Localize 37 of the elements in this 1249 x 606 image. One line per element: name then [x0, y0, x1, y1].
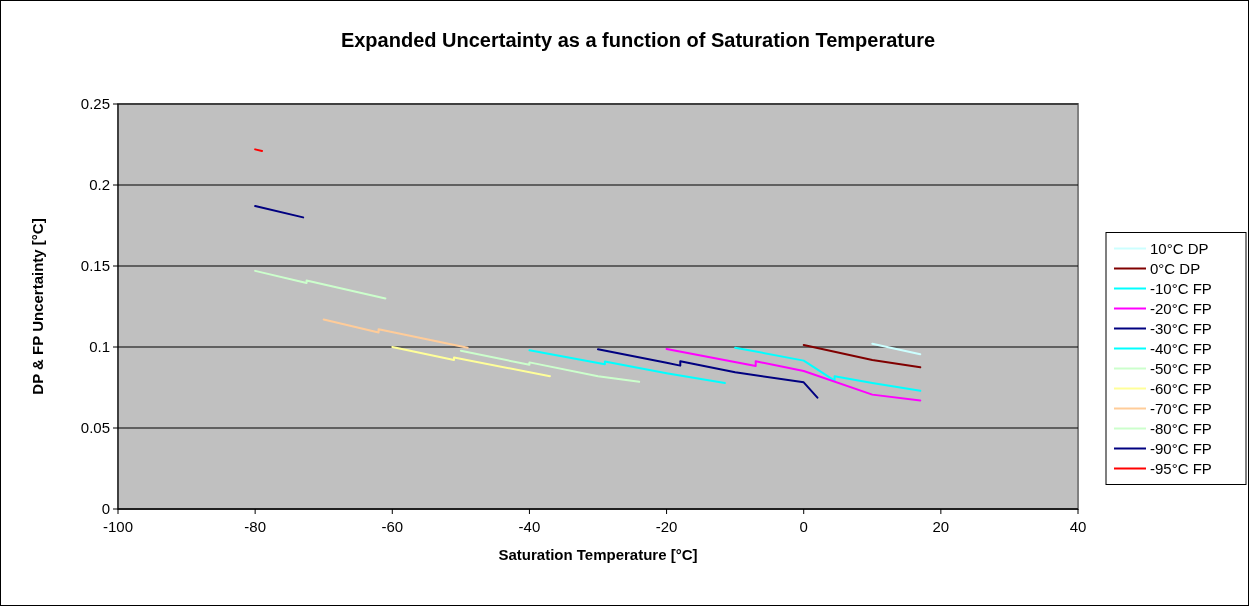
x-tick-label: -60: [381, 518, 404, 535]
x-tick-label: -20: [655, 518, 678, 535]
line-series: [322, 318, 469, 349]
y-tick-label: 0.15: [80, 257, 110, 274]
y-tick-label: 0.05: [80, 419, 110, 436]
legend-label: -50°C FP: [1150, 359, 1212, 377]
line-series: [459, 349, 641, 383]
x-tick-label: -100: [102, 518, 134, 535]
line-series: [254, 269, 387, 300]
line-series: [528, 349, 726, 384]
legend-label: 0°C DP: [1150, 259, 1201, 277]
y-tick-label: 0.2: [89, 176, 110, 193]
legend-label: -90°C FP: [1150, 439, 1212, 457]
y-tick-label: 0: [101, 500, 110, 517]
y-axis-title: DP & FP Uncertainty [°C]: [29, 218, 46, 395]
legend-label: -95°C FP: [1150, 459, 1212, 477]
legend-label: 10°C DP: [1150, 239, 1209, 257]
legend-label: -80°C FP: [1150, 419, 1212, 437]
x-axis-title: Saturation Temperature [°C]: [498, 546, 698, 563]
y-tick-label: 0.25: [80, 95, 110, 112]
chart-title: Expanded Uncertainty as a function of Saturation Temperature: [340, 29, 936, 51]
x-tick-label: -40: [518, 518, 541, 535]
legend-label: -40°C FP: [1150, 339, 1212, 357]
line-series: [734, 346, 922, 392]
line-series: [597, 348, 819, 399]
legend-label: -30°C FP: [1150, 319, 1212, 337]
legend-label: -60°C FP: [1150, 379, 1212, 397]
x-tick-label: -80: [244, 518, 266, 535]
legend-label: -70°C FP: [1150, 399, 1212, 417]
legend-label: -10°C FP: [1150, 279, 1212, 297]
x-tick-label: 40: [1069, 518, 1087, 535]
line-series: [391, 346, 551, 378]
x-tick-label: 20: [932, 518, 950, 535]
x-tick-label: 0: [799, 518, 808, 535]
line-series: [665, 347, 922, 402]
y-tick-label: 0.1: [89, 338, 110, 355]
legend-label: -20°C FP: [1150, 299, 1212, 317]
